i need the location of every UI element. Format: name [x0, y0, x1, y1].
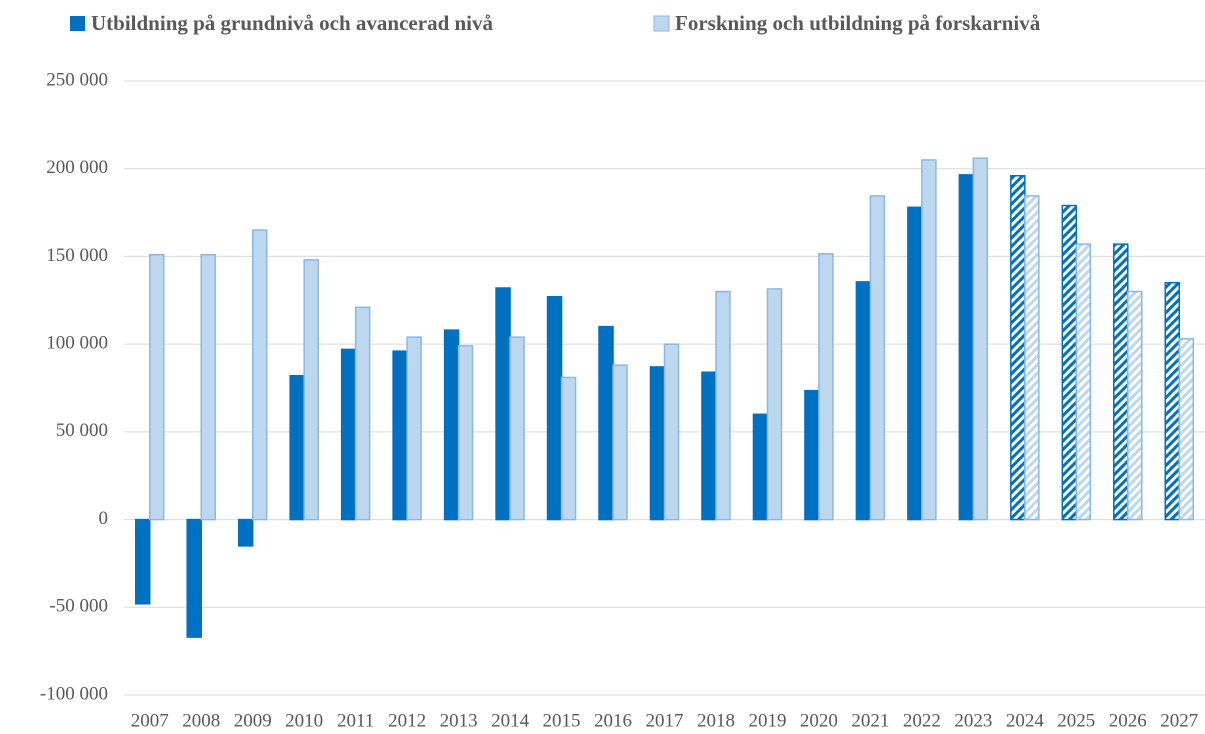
bar	[1075, 243, 1092, 521]
bar	[200, 253, 216, 521]
bar	[649, 366, 666, 521]
bar	[663, 343, 680, 521]
bar	[237, 518, 254, 547]
y-tick-label: 200 000	[46, 157, 108, 178]
x-tick-label: 2024	[1006, 710, 1045, 731]
x-tick-label: 2012	[388, 710, 426, 731]
bar	[303, 259, 319, 521]
x-tick-label: 2023	[954, 710, 992, 731]
x-tick-label: 2009	[234, 710, 272, 731]
bar	[1010, 174, 1026, 521]
bar	[509, 336, 525, 521]
x-tick-label: 2016	[594, 710, 632, 731]
bar	[148, 253, 165, 521]
x-tick-label: 2021	[851, 710, 889, 731]
bar	[804, 389, 820, 521]
bar	[752, 413, 769, 521]
legend-label: Forskning och utbildning på forskarnivå	[675, 11, 1041, 35]
bar	[340, 348, 357, 521]
bar	[715, 290, 731, 521]
bar	[495, 287, 511, 521]
bar	[546, 296, 563, 521]
bar	[701, 371, 717, 521]
x-tick-label: 2008	[182, 710, 220, 731]
bar	[921, 159, 937, 521]
legend-swatch	[653, 15, 670, 32]
x-tick-label: 2019	[748, 710, 786, 731]
bar	[972, 157, 989, 521]
x-tick-label: 2020	[800, 710, 838, 731]
bar	[907, 206, 923, 521]
bar	[612, 364, 628, 521]
y-tick-label: 100 000	[46, 333, 108, 354]
x-tick-label: 2018	[697, 710, 735, 731]
bar	[392, 350, 408, 521]
bar	[1164, 281, 1181, 521]
bar	[443, 329, 460, 521]
bar	[457, 345, 474, 521]
bar	[766, 288, 783, 521]
bar	[1127, 290, 1143, 521]
bar	[598, 325, 614, 521]
bar	[1024, 195, 1040, 521]
bar	[1061, 204, 1078, 521]
bar	[289, 374, 305, 521]
bars: 2007 2008 2009 2010 2011 2012 2013 2014 2015 2016…	[131, 157, 1198, 731]
bar	[1178, 338, 1195, 521]
bar	[560, 376, 577, 521]
legend: Utbildning på grundnivå och avancerad ni…	[70, 11, 1041, 35]
y-tick-label: 0	[99, 508, 109, 529]
bar	[354, 306, 371, 521]
y-tick-label: 150 000	[46, 245, 108, 266]
bar	[186, 518, 202, 638]
y-tick-label: -100 000	[40, 683, 108, 704]
bar	[855, 281, 872, 521]
y-tick-label: -50 000	[49, 596, 108, 617]
x-tick-label: 2013	[440, 710, 478, 731]
bar	[134, 518, 151, 605]
y-tick-label: 50 000	[56, 420, 108, 441]
x-tick-label: 2026	[1109, 710, 1147, 731]
x-tick-label: 2015	[543, 710, 581, 731]
x-tick-label: 2011	[337, 710, 374, 731]
x-tick-label: 2007	[131, 710, 169, 731]
x-tick-label: 2025	[1057, 710, 1095, 731]
x-tick-label: 2017	[646, 710, 684, 731]
x-tick-label: 2010	[285, 710, 323, 731]
legend-label: Utbildning på grundnivå och avancerad ni…	[91, 11, 494, 35]
x-tick-label: 2014	[491, 710, 530, 731]
legend-swatch	[70, 16, 85, 31]
bar	[869, 195, 886, 521]
bar	[818, 253, 834, 521]
bar	[251, 229, 268, 521]
bar	[958, 174, 975, 521]
bar	[1113, 243, 1129, 521]
x-tick-label: 2027	[1160, 710, 1198, 731]
bar	[406, 336, 422, 521]
x-tick-label: 2022	[903, 710, 941, 731]
y-tick-label: 250 000	[46, 69, 108, 90]
